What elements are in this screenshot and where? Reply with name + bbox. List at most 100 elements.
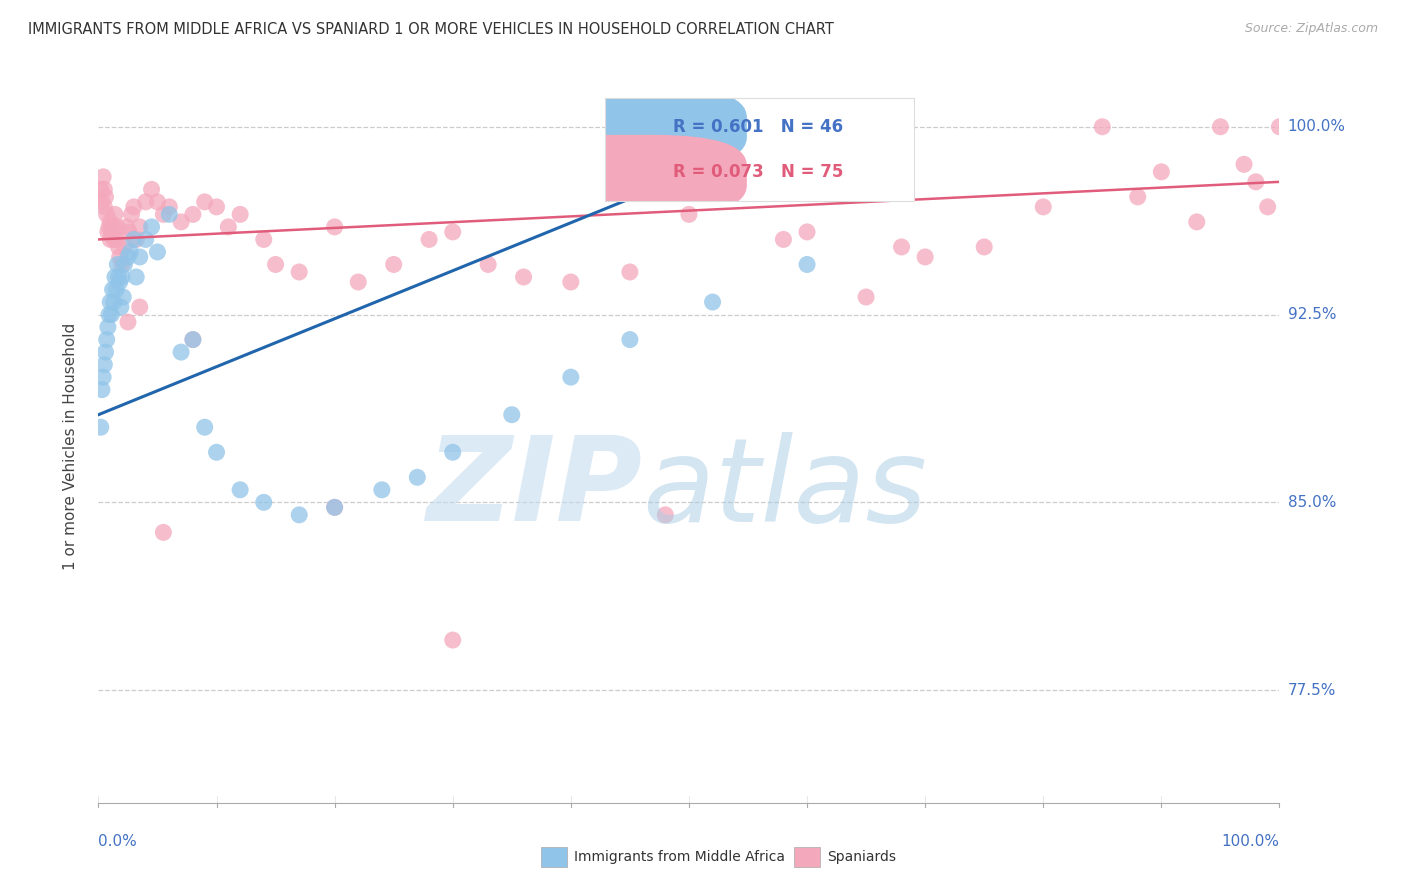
Point [1244, 175, 1267, 189]
Point [914, 250, 936, 264]
Point [94, 345, 117, 359]
Point [288, 508, 311, 522]
Point [107, 240, 129, 254]
Point [347, 275, 370, 289]
Point [122, 232, 145, 246]
Point [141, 219, 163, 234]
Point [105, 219, 128, 234]
Text: 0.0%: 0.0% [98, 834, 138, 849]
Point [141, 182, 163, 196]
Point [229, 483, 252, 497]
Point [91, 194, 114, 209]
Point [382, 257, 405, 271]
Point [101, 219, 124, 234]
Point [146, 244, 169, 259]
Point [406, 470, 429, 484]
Point [105, 257, 128, 271]
Point [772, 232, 794, 246]
Point [194, 194, 217, 209]
Point [98, 219, 121, 234]
Point [1233, 157, 1256, 171]
Text: IMMIGRANTS FROM MIDDLE AFRICA VS SPANIARD 1 OR MORE VEHICLES IN HOUSEHOLD CORREL: IMMIGRANTS FROM MIDDLE AFRICA VS SPANIAR… [28, 22, 834, 37]
Point [135, 194, 157, 209]
Point [157, 207, 180, 221]
Point [112, 290, 135, 304]
Point [371, 483, 394, 497]
Point [91, 169, 114, 184]
Point [91, 370, 114, 384]
Point [93, 200, 115, 214]
Point [796, 225, 818, 239]
Text: R = 0.073   N = 75: R = 0.073 N = 75 [672, 163, 844, 181]
Point [121, 207, 143, 221]
Point [1209, 120, 1232, 134]
Point [890, 240, 912, 254]
Point [619, 265, 641, 279]
Point [105, 283, 128, 297]
Point [112, 257, 135, 271]
Point [103, 295, 125, 310]
Point [103, 232, 125, 246]
Point [253, 495, 276, 509]
FancyBboxPatch shape [524, 87, 747, 168]
Point [323, 219, 346, 234]
Point [100, 225, 122, 239]
Point [323, 500, 346, 515]
Point [111, 257, 134, 271]
Point [96, 333, 118, 347]
Text: 85.0%: 85.0% [1288, 495, 1336, 510]
Point [93, 358, 115, 372]
Point [194, 420, 217, 434]
Point [264, 257, 287, 271]
Point [560, 370, 582, 384]
Point [181, 333, 204, 347]
Point [1185, 215, 1208, 229]
Point [128, 250, 150, 264]
Text: R = 0.601   N = 46: R = 0.601 N = 46 [672, 118, 842, 136]
Point [973, 240, 995, 254]
Point [229, 207, 252, 221]
Point [152, 525, 174, 540]
Point [108, 250, 131, 264]
Point [90, 182, 112, 196]
Point [100, 308, 122, 322]
Point [98, 295, 121, 310]
Point [619, 333, 641, 347]
Text: 92.5%: 92.5% [1288, 307, 1336, 322]
Point [1257, 200, 1279, 214]
Point [1150, 165, 1173, 179]
Point [737, 182, 759, 196]
Point [441, 445, 464, 459]
Point [1268, 120, 1291, 134]
Point [157, 200, 180, 214]
Point [205, 200, 228, 214]
Point [98, 232, 121, 246]
Point [152, 207, 174, 221]
Point [654, 508, 676, 522]
Point [181, 333, 204, 347]
Point [128, 300, 150, 314]
Text: Immigrants from Middle Africa: Immigrants from Middle Africa [574, 850, 785, 864]
Point [97, 320, 120, 334]
Point [1091, 120, 1114, 134]
Point [120, 244, 142, 259]
Point [323, 500, 346, 515]
Point [98, 215, 121, 229]
Point [477, 257, 499, 271]
Point [110, 300, 132, 314]
Y-axis label: 1 or more Vehicles in Household: 1 or more Vehicles in Household [63, 322, 77, 570]
Point [111, 270, 134, 285]
Point [253, 232, 276, 246]
Point [796, 257, 818, 271]
Point [98, 308, 121, 322]
Point [1126, 190, 1149, 204]
Point [91, 383, 114, 397]
Point [441, 225, 464, 239]
Point [205, 445, 228, 459]
Point [117, 315, 139, 329]
Point [96, 207, 118, 221]
Point [181, 207, 204, 221]
Text: ZIP: ZIP [426, 432, 641, 546]
Point [93, 182, 115, 196]
Point [441, 633, 464, 648]
